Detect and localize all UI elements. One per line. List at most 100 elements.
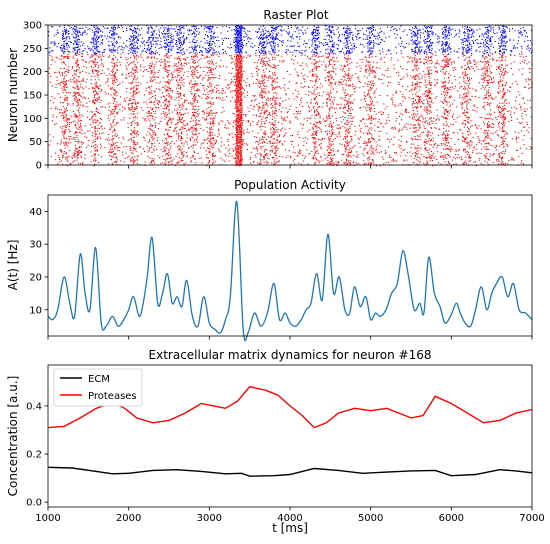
spike — [393, 128, 395, 130]
spike — [178, 116, 180, 118]
spike — [154, 97, 156, 99]
spike — [403, 159, 405, 161]
spike — [500, 136, 502, 138]
spike — [239, 163, 241, 165]
spike — [174, 109, 176, 111]
spike — [66, 96, 68, 98]
spike — [236, 118, 238, 120]
spike — [179, 118, 181, 120]
spike — [129, 117, 131, 119]
spike — [322, 118, 324, 120]
spike — [400, 140, 402, 142]
spike — [240, 138, 242, 140]
spike — [419, 161, 421, 163]
spike — [179, 161, 181, 163]
spike — [201, 162, 203, 164]
spike — [207, 91, 209, 93]
spike — [310, 109, 312, 111]
spike — [341, 121, 343, 123]
spike — [256, 122, 258, 124]
spike — [503, 113, 505, 115]
spike — [64, 133, 66, 135]
spike — [235, 82, 237, 84]
spike — [166, 106, 168, 108]
spike — [274, 104, 276, 106]
spike — [371, 84, 373, 86]
spike — [514, 106, 516, 108]
spike — [236, 84, 238, 86]
spike — [521, 130, 523, 132]
spike — [166, 75, 168, 77]
spike — [503, 136, 505, 138]
spike — [314, 163, 316, 165]
spike — [95, 81, 97, 83]
spike — [256, 148, 258, 150]
spike — [445, 141, 447, 143]
spike — [131, 106, 133, 108]
spike — [235, 77, 237, 79]
spike — [329, 98, 331, 100]
spike — [303, 144, 305, 146]
spike — [446, 88, 448, 90]
spike — [520, 147, 522, 149]
spike — [245, 114, 247, 116]
spike — [166, 153, 168, 155]
spike — [293, 113, 295, 115]
spike — [137, 130, 139, 132]
spike — [220, 120, 222, 122]
spike — [371, 159, 373, 161]
spike — [391, 127, 393, 129]
spike — [488, 164, 490, 166]
spike — [465, 138, 467, 140]
spike — [274, 129, 276, 131]
spike — [314, 142, 316, 144]
spike — [255, 156, 257, 158]
spike — [235, 122, 237, 124]
spike — [474, 161, 476, 163]
spike — [443, 143, 445, 145]
spike — [122, 106, 124, 108]
spike — [241, 115, 243, 117]
spike — [443, 131, 445, 133]
spike — [237, 107, 239, 109]
spike — [449, 95, 451, 97]
spike — [265, 154, 267, 156]
spike — [235, 119, 237, 121]
spike — [180, 136, 182, 138]
spike — [231, 133, 233, 135]
spike — [195, 134, 197, 136]
spike — [428, 97, 430, 99]
spike — [351, 120, 353, 122]
spike — [241, 122, 243, 124]
spike — [500, 79, 502, 81]
spike — [164, 105, 166, 107]
spike — [331, 159, 333, 161]
spike — [95, 147, 97, 149]
spike — [205, 156, 207, 158]
spike — [240, 123, 242, 125]
spike — [127, 122, 129, 124]
spike — [277, 85, 279, 87]
spike — [200, 157, 202, 159]
spike — [338, 84, 340, 86]
spike — [235, 136, 237, 138]
spike — [306, 117, 308, 119]
spike — [311, 115, 313, 117]
spike — [418, 153, 420, 155]
spike — [166, 95, 168, 97]
spike — [67, 97, 69, 99]
spike — [330, 163, 332, 165]
spike — [312, 134, 314, 136]
spike — [375, 141, 377, 143]
spike — [197, 152, 199, 154]
spike — [230, 82, 232, 84]
spike — [447, 88, 449, 90]
spike — [344, 76, 346, 78]
spike — [316, 132, 318, 134]
spike — [347, 103, 349, 105]
spike — [61, 87, 63, 89]
spike — [304, 78, 306, 80]
spike — [425, 156, 427, 158]
spike — [492, 126, 494, 128]
spike — [238, 75, 240, 77]
